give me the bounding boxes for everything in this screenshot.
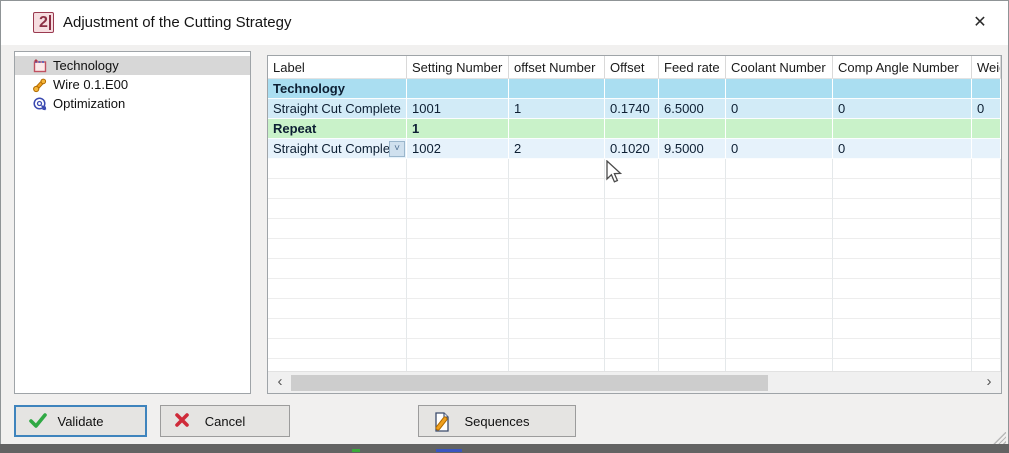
check-icon [28, 412, 48, 433]
column-header-weight[interactable]: Weig [972, 56, 1001, 78]
table-row-straight-cut-1001[interactable]: Straight Cut Complete 1001 1 0.1740 6.50… [268, 99, 1001, 119]
column-header-offset[interactable]: Offset [605, 56, 659, 78]
table-cell[interactable] [726, 79, 833, 99]
empty-row[interactable] [268, 299, 1001, 319]
validate-label: Validate [57, 413, 104, 429]
table-cell[interactable] [726, 119, 833, 139]
tree-item-optimization[interactable]: Optimization [15, 94, 250, 113]
background-window-accent [352, 449, 360, 452]
chevron-down-icon[interactable]: ˅ [389, 141, 405, 157]
table-cell[interactable]: 1001 [407, 99, 509, 119]
horizontal-scrollbar[interactable]: ‹ › [268, 371, 1001, 393]
table-cell[interactable]: Technology [268, 79, 407, 99]
sequences-document-icon [431, 411, 453, 436]
scroll-left-icon[interactable]: ‹ [277, 373, 283, 390]
table-cell[interactable] [659, 79, 726, 99]
table-cell[interactable]: Repeat [268, 119, 407, 139]
tree-item-label: Wire 0.1.E00 [53, 77, 129, 92]
empty-row[interactable] [268, 359, 1001, 371]
column-header-coolant-number[interactable]: Coolant Number [726, 56, 833, 78]
empty-row[interactable] [268, 179, 1001, 199]
table-cell[interactable]: 1002 [407, 139, 509, 159]
title-bar: 2 Adjustment of the Cutting Strategy ✕ [1, 1, 1008, 45]
column-header-label[interactable]: Label [268, 56, 407, 78]
empty-row[interactable] [268, 339, 1001, 359]
cancel-button[interactable]: Cancel [160, 405, 290, 437]
table-cell-text: Straight Cut Complete [273, 141, 401, 156]
column-header-comp-angle-number[interactable]: Comp Angle Number [833, 56, 972, 78]
background-window-accent [436, 449, 462, 452]
table-cell[interactable] [972, 79, 1001, 99]
empty-row[interactable] [268, 259, 1001, 279]
table-cell[interactable]: 0 [726, 139, 833, 159]
table-cell[interactable]: 0.1740 [605, 99, 659, 119]
technology-notebook-icon [32, 58, 48, 74]
tree-item-technology[interactable]: Technology [15, 56, 250, 75]
resize-grip[interactable] [993, 432, 1006, 445]
tree-item-label: Technology [53, 58, 119, 73]
empty-row[interactable] [268, 219, 1001, 239]
table-cell-with-dropdown[interactable]: Straight Cut Complete ˅ [268, 139, 407, 159]
column-header-offset-number[interactable]: offset Number [509, 56, 605, 78]
empty-row[interactable] [268, 199, 1001, 219]
table-row-repeat-group[interactable]: Repeat 1 [268, 119, 1001, 139]
grid-header-row: Label Setting Number offset Number Offse… [268, 56, 1001, 79]
table-cell[interactable]: 0.1020 [605, 139, 659, 159]
column-header-feed-rate[interactable]: Feed rate [659, 56, 726, 78]
table-cell[interactable] [833, 119, 972, 139]
table-cell[interactable] [833, 79, 972, 99]
empty-row[interactable] [268, 279, 1001, 299]
grid-body: Label Setting Number offset Number Offse… [268, 56, 1001, 371]
table-cell[interactable]: 9.5000 [659, 139, 726, 159]
tree-item-wire[interactable]: Wire 0.1.E00 [15, 75, 250, 94]
cancel-label: Cancel [204, 413, 246, 429]
close-icon[interactable]: ✕ [973, 14, 987, 31]
empty-row[interactable] [268, 159, 1001, 179]
app-icon: 2 [33, 12, 54, 33]
table-cell[interactable] [605, 119, 659, 139]
table-cell[interactable] [407, 79, 509, 99]
table-cell[interactable] [659, 119, 726, 139]
table-cell[interactable]: 2 [509, 139, 605, 159]
background-window-strip [0, 444, 1009, 453]
column-header-setting-number[interactable]: Setting Number [407, 56, 509, 78]
table-row-straight-cut-1002[interactable]: Straight Cut Complete ˅ 1002 2 0.1020 9.… [268, 139, 1001, 159]
strategy-tree-panel: Technology Wire 0.1.E00 Opt [14, 51, 251, 394]
window-title: Adjustment of the Cutting Strategy [63, 14, 292, 31]
table-cell[interactable]: 0 [833, 139, 972, 159]
table-cell[interactable] [509, 79, 605, 99]
empty-row[interactable] [268, 319, 1001, 339]
table-row-technology-group[interactable]: Technology [268, 79, 1001, 99]
table-cell[interactable]: 0 [726, 99, 833, 119]
sequences-button[interactable]: Sequences [418, 405, 576, 437]
scroll-right-icon[interactable]: › [986, 373, 992, 390]
table-cell[interactable]: 1 [407, 119, 509, 139]
table-cell[interactable] [972, 139, 1001, 159]
sequences-label: Sequences [464, 413, 530, 429]
validate-button[interactable]: Validate [14, 405, 147, 437]
table-cell[interactable] [972, 119, 1001, 139]
table-cell[interactable]: 6.5000 [659, 99, 726, 119]
tree-item-label: Optimization [53, 96, 126, 111]
empty-row[interactable] [268, 239, 1001, 259]
table-cell[interactable] [509, 119, 605, 139]
wire-icon [32, 77, 48, 93]
table-cell[interactable] [605, 79, 659, 99]
table-cell[interactable]: 1 [509, 99, 605, 119]
table-cell[interactable]: 0 [833, 99, 972, 119]
technology-grid: Label Setting Number offset Number Offse… [267, 55, 1002, 394]
cross-icon [173, 411, 191, 432]
optimization-icon [32, 96, 48, 112]
table-cell[interactable]: Straight Cut Complete [268, 99, 407, 119]
table-cell[interactable]: 0 [972, 99, 1001, 119]
scrollbar-thumb[interactable] [291, 375, 768, 391]
